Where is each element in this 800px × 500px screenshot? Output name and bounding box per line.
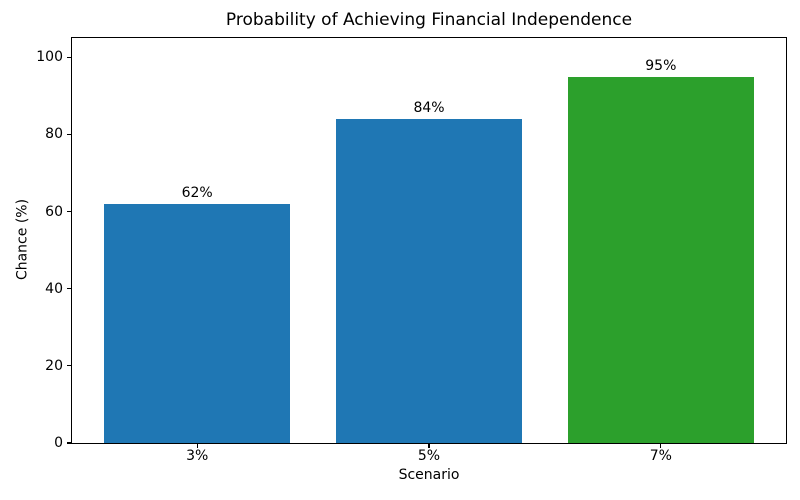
y-tick-mark: [67, 56, 71, 58]
bar-value-label: 62%: [181, 184, 213, 201]
bar-5%: [336, 119, 522, 443]
y-tick-mark: [67, 288, 71, 290]
y-tick-label: 0: [54, 435, 63, 451]
y-tick-label: 80: [45, 126, 63, 143]
bar-value-label: 95%: [645, 57, 677, 74]
x-tick-mark: [196, 444, 198, 448]
x-tick-label: 3%: [186, 448, 209, 464]
y-tick-mark: [67, 365, 71, 367]
y-tick-label: 40: [45, 280, 63, 297]
y-tick-mark: [67, 210, 71, 213]
y-tick-label: 60: [45, 203, 63, 220]
y-tick-mark: [67, 442, 71, 444]
bar-value-label: 84%: [413, 100, 445, 116]
bar-3%: [104, 203, 290, 443]
y-tick-label: 20: [45, 357, 63, 374]
bar-7%: [568, 76, 754, 443]
chart-title: Probability of Achieving Financial Indep…: [225, 10, 633, 30]
x-tick-mark: [660, 444, 662, 448]
y-tick-label: 100: [36, 49, 63, 66]
x-tick-label: 5%: [417, 448, 441, 464]
y-tick-mark: [67, 133, 71, 136]
x-axis-label: Scenario: [398, 467, 460, 483]
x-tick-label: 7%: [649, 448, 672, 464]
x-tick-mark: [428, 444, 430, 448]
plot-area: [71, 37, 787, 444]
y-axis-label: Chance (%): [14, 198, 31, 281]
